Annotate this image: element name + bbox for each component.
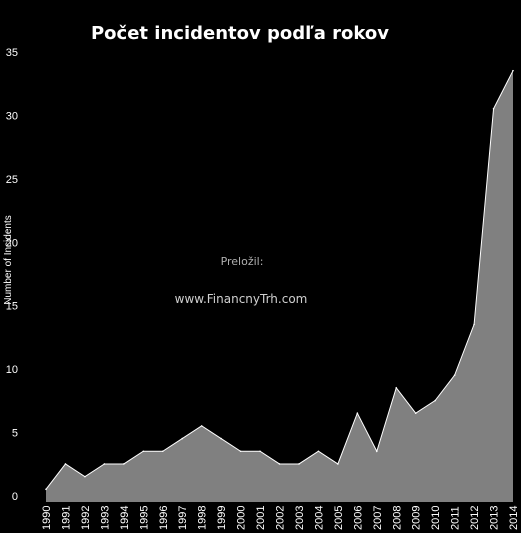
x-tick-label: 2007	[372, 506, 384, 530]
y-tick-label: 5	[12, 428, 18, 440]
y-axis-label: Number of Incidents	[3, 215, 14, 305]
y-tick-label: 35	[6, 47, 18, 59]
area-fill	[46, 70, 513, 502]
data-point	[453, 374, 456, 376]
x-tick-label: 1993	[99, 506, 111, 530]
x-tick-label: 2014	[508, 506, 520, 530]
data-point	[395, 387, 398, 389]
data-point	[512, 69, 514, 72]
x-tick-label: 1995	[138, 506, 150, 530]
data-point	[220, 437, 222, 440]
data-point	[278, 463, 281, 465]
y-tick-label: 0	[12, 491, 18, 503]
x-tick-label: 1996	[158, 506, 170, 530]
x-tick-label: 2001	[255, 506, 267, 530]
x-tick-label: 2005	[333, 506, 345, 530]
y-tick-label: 15	[6, 301, 18, 313]
x-tick-label: 2002	[275, 506, 287, 530]
x-tick-label: 1999	[216, 506, 228, 530]
x-tick-label: 1990	[41, 506, 53, 530]
data-point	[473, 323, 475, 326]
data-point	[414, 412, 417, 415]
y-tick-label: 20	[6, 237, 18, 249]
y-tick-label: 10	[6, 364, 18, 376]
x-tick-label: 2004	[313, 506, 325, 530]
data-point	[123, 463, 125, 465]
data-point	[142, 450, 145, 453]
data-point	[45, 488, 47, 491]
y-tick-label: 30	[6, 110, 18, 122]
x-tick-label: 1997	[177, 506, 189, 530]
data-point	[259, 450, 261, 453]
data-point	[375, 450, 378, 453]
data-point	[64, 463, 67, 465]
x-tick-label: 1994	[119, 506, 131, 530]
y-tick-labels: 0 5 10 15 20 25 30 35	[6, 47, 18, 503]
data-point	[317, 450, 320, 453]
x-tick-label: 2000	[236, 506, 248, 530]
x-tick-labels: 1990 1991 1992 1993 1994 1995 1996 1997 1998 1999…	[41, 506, 520, 530]
data-point	[84, 475, 86, 478]
x-tick-label: 2008	[391, 506, 403, 530]
data-point	[239, 450, 242, 453]
data-point	[161, 450, 164, 453]
x-tick-label: 2009	[411, 506, 423, 530]
x-tick-label: 2011	[450, 506, 462, 530]
x-tick-label: 1991	[60, 506, 72, 530]
x-tick-label: 1998	[197, 506, 209, 530]
data-point	[200, 425, 203, 427]
x-tick-label: 2012	[469, 506, 481, 530]
data-point	[103, 463, 106, 465]
data-point	[356, 412, 359, 415]
x-tick-label: 2010	[430, 506, 442, 530]
watermark-translator-label: Preložil:	[221, 255, 264, 268]
data-point	[337, 463, 339, 465]
data-point	[298, 463, 300, 465]
x-tick-label: 2003	[294, 506, 306, 530]
y-tick-label: 25	[6, 174, 18, 186]
x-tick-label: 2006	[352, 506, 364, 530]
chart-title: Počet incidentov podľa rokov	[91, 23, 389, 44]
data-point	[492, 107, 495, 110]
data-points	[45, 69, 514, 491]
data-point	[181, 437, 184, 440]
x-tick-label: 2013	[489, 506, 501, 530]
data-point	[434, 399, 436, 402]
x-tick-label: 1992	[80, 506, 92, 530]
watermark-url: www.FinancnyTrh.com	[175, 292, 308, 306]
